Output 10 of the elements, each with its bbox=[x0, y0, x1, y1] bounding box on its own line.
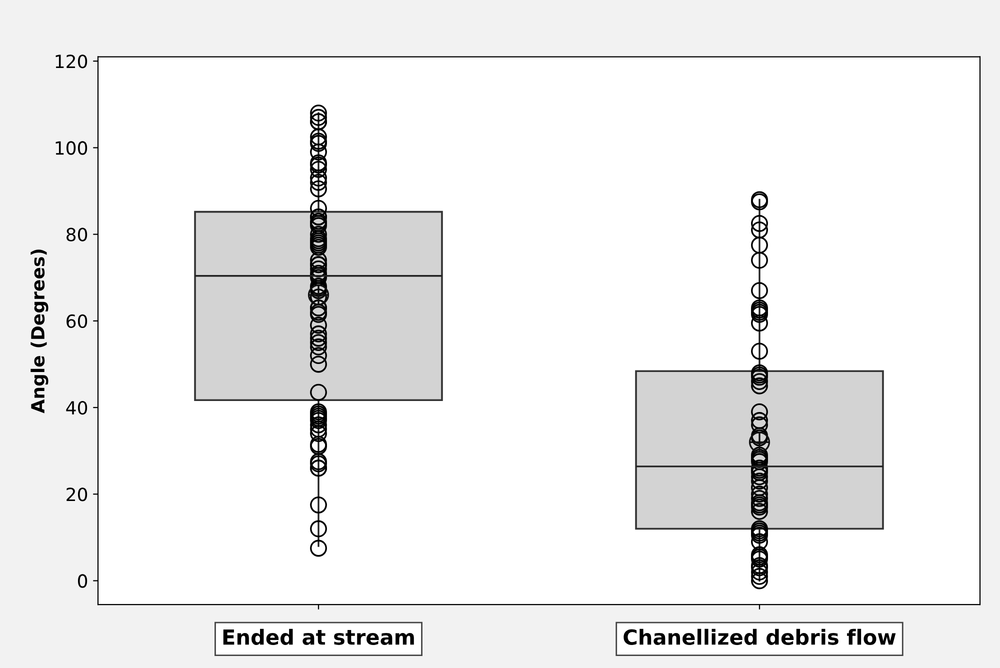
y-tick-label: 60 bbox=[66, 314, 88, 328]
y-tick-label: 120 bbox=[56, 54, 88, 68]
y-tick-label: 100 bbox=[56, 141, 88, 155]
y-tick-label: 0 bbox=[78, 574, 88, 588]
y-tick-label: 80 bbox=[66, 228, 88, 242]
x-tick-label: Chanellized debris flow bbox=[624, 628, 896, 645]
y-axis-title: Angle (Degrees) bbox=[30, 250, 48, 414]
x-tick-label: Ended at stream bbox=[223, 628, 414, 645]
y-tick-label: 40 bbox=[66, 400, 88, 415]
y-tick-label: 20 bbox=[66, 488, 88, 502]
